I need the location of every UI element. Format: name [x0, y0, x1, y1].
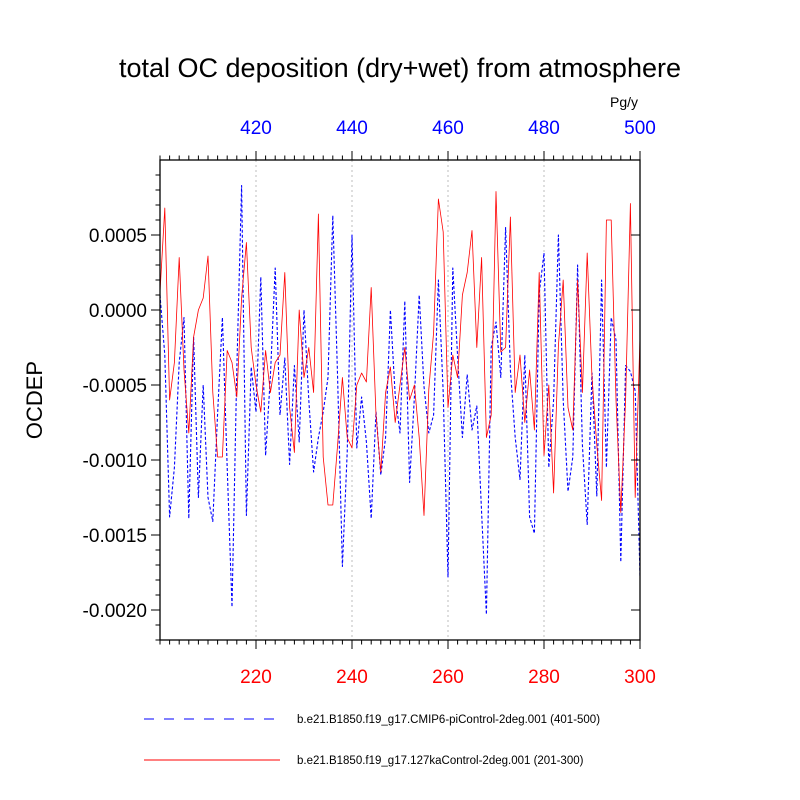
bottom-x-tick-label: 240 [336, 667, 368, 688]
tick-labels: 0.0005 0.0000 -0.0005 -0.0010 -0.0015 -0.0020… [83, 118, 656, 688]
y-tick-label: -0.0005 [83, 376, 147, 397]
y-tick-label: 0.0000 [89, 301, 147, 322]
top-x-tick-label: 440 [336, 118, 368, 139]
top-x-tick-label: 420 [240, 118, 272, 139]
bottom-x-tick-label: 220 [240, 667, 272, 688]
bottom-x-tick-label: 280 [528, 667, 560, 688]
chart-title: total OC deposition (dry+wet) from atmos… [119, 53, 681, 83]
legend: b.e21.B1850.f19_g17.CMIP6-piControl-2deg… [144, 714, 600, 767]
top-x-tick-label: 460 [432, 118, 464, 139]
y-axis-label: OCDEP [22, 361, 47, 439]
series-line-1 [159, 184, 641, 616]
series-lines [159, 184, 641, 616]
y-tick-label: -0.0010 [83, 451, 147, 472]
y-tick-label: 0.0005 [89, 226, 147, 247]
series-line-2 [159, 191, 641, 516]
gridlines [255, 160, 545, 640]
axis-ticks [151, 151, 641, 649]
top-x-tick-label: 480 [528, 118, 560, 139]
legend-label-2: b.e21.B1850.f19_g17.127kaControl-2deg.00… [297, 755, 584, 767]
bottom-x-tick-label: 300 [624, 667, 656, 688]
bottom-x-tick-label: 260 [432, 667, 464, 688]
legend-label-1: b.e21.B1850.f19_g17.CMIP6-piControl-2deg… [297, 714, 600, 726]
y-tick-label: -0.0020 [83, 601, 147, 622]
y-tick-label: -0.0015 [83, 526, 147, 547]
top-x-tick-label: 500 [624, 118, 656, 139]
units-label: Pg/y [610, 94, 638, 110]
